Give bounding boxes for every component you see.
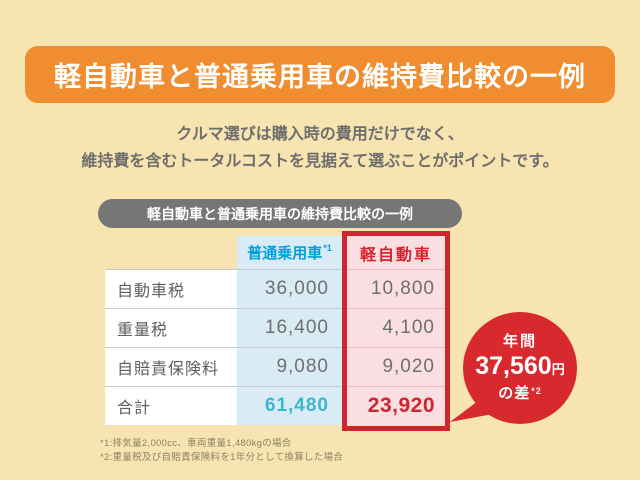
subtitle: クルマ選びは購入時の費用だけでなく、 維持費を含むトータルコストを見据えて選ぶこ… xyxy=(0,121,640,175)
regular-car-value: 9,080 xyxy=(237,347,342,386)
regular-car-value: 36,000 xyxy=(237,269,342,308)
header-kei-car-label: 軽自動車 xyxy=(359,246,432,264)
subtitle-line-1: クルマ選びは購入時の費用だけでなく、 xyxy=(176,126,464,143)
cost-comparison-table: 普通乗用車 *1 軽自動車 自動車税 36,000 10,800 重量税 16,4… xyxy=(105,231,450,431)
header-regular-car: 普通乗用車 *1 xyxy=(237,236,342,269)
bubble-line-annual: 年間 xyxy=(502,333,537,350)
footnote-2: *2:重量税及び自賠責保険料を1年分として換算した場合 xyxy=(100,451,344,463)
header-regular-car-label: 普通乗用車 xyxy=(247,245,323,262)
table-row-total: 合計 61,480 23,920 xyxy=(105,386,450,425)
title-banner: 軽自動車と普通乗用車の維持費比較の一例 xyxy=(25,46,615,103)
table-row-weight-tax: 重量税 16,400 4,100 xyxy=(105,308,450,347)
regular-car-total: 61,480 xyxy=(237,386,342,425)
subtitle-line-2: 維持費を含むトータルコストを見据えて選ぶことがポイントです。 xyxy=(81,153,559,170)
page-title: 軽自動車と普通乗用車の維持費比較の一例 xyxy=(54,62,586,92)
row-label: 合計 xyxy=(105,386,237,425)
speech-bubble-shape xyxy=(450,312,577,424)
section-pill-label: 軽自動車と普通乗用車の維持費比較の一例 xyxy=(147,205,413,222)
kei-car-value: 9,020 xyxy=(342,347,450,386)
kei-car-value: 10,800 xyxy=(342,269,450,308)
row-label: 自賠責保険料 xyxy=(105,347,237,386)
row-label: 重量税 xyxy=(105,308,237,347)
bubble-text: 年間 37,560円 の差*2 xyxy=(456,309,584,403)
footnote-1: *1:排気量2,000cc、車両重量1,480kgの場合 xyxy=(100,438,292,449)
header-kei-car: 軽自動車 xyxy=(342,236,450,269)
table-header-row: 普通乗用車 *1 軽自動車 xyxy=(105,236,450,269)
footnote-ref-2: *2 xyxy=(531,386,542,396)
footnotes: *1:排気量2,000cc、車両重量1,480kgの場合 *2:重量税及び自賠責… xyxy=(100,437,343,464)
kei-car-value: 4,100 xyxy=(342,308,450,347)
regular-car-value: 16,400 xyxy=(237,308,342,347)
bubble-difference-label: の差 xyxy=(498,385,531,402)
kei-car-total: 23,920 xyxy=(342,386,450,425)
section-pill: 軽自動車と普通乗用車の維持費比較の一例 xyxy=(98,199,462,228)
row-label: 自動車税 xyxy=(105,269,237,308)
bubble-amount-unit: 円 xyxy=(551,362,565,377)
header-empty-cell xyxy=(105,236,237,269)
annual-savings-bubble: 年間 37,560円 の差*2 xyxy=(448,309,584,431)
table-row-automobile-tax: 自動車税 36,000 10,800 xyxy=(105,269,450,308)
bubble-amount-value: 37,560 xyxy=(475,352,552,380)
table-row-liability-insurance: 自賠責保険料 9,080 9,020 xyxy=(105,347,450,386)
bubble-amount: 37,560円 xyxy=(456,352,584,381)
bubble-line-difference: の差*2 xyxy=(456,382,584,403)
footnote-ref-1: *1 xyxy=(323,242,332,253)
